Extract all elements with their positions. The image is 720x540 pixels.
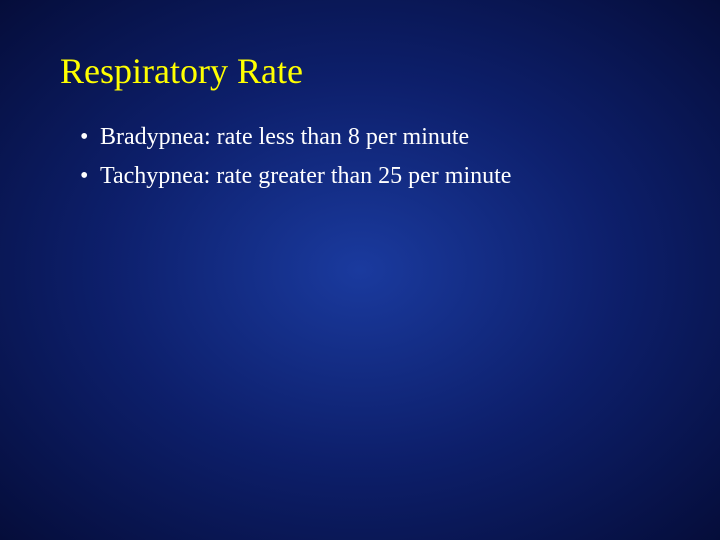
bullet-item: Tachypnea: rate greater than 25 per minu… bbox=[80, 161, 660, 192]
bullet-list: Bradypnea: rate less than 8 per minute T… bbox=[60, 122, 660, 192]
bullet-item: Bradypnea: rate less than 8 per minute bbox=[80, 122, 660, 153]
slide-container: Respiratory Rate Bradypnea: rate less th… bbox=[0, 0, 720, 540]
slide-title: Respiratory Rate bbox=[60, 50, 660, 92]
